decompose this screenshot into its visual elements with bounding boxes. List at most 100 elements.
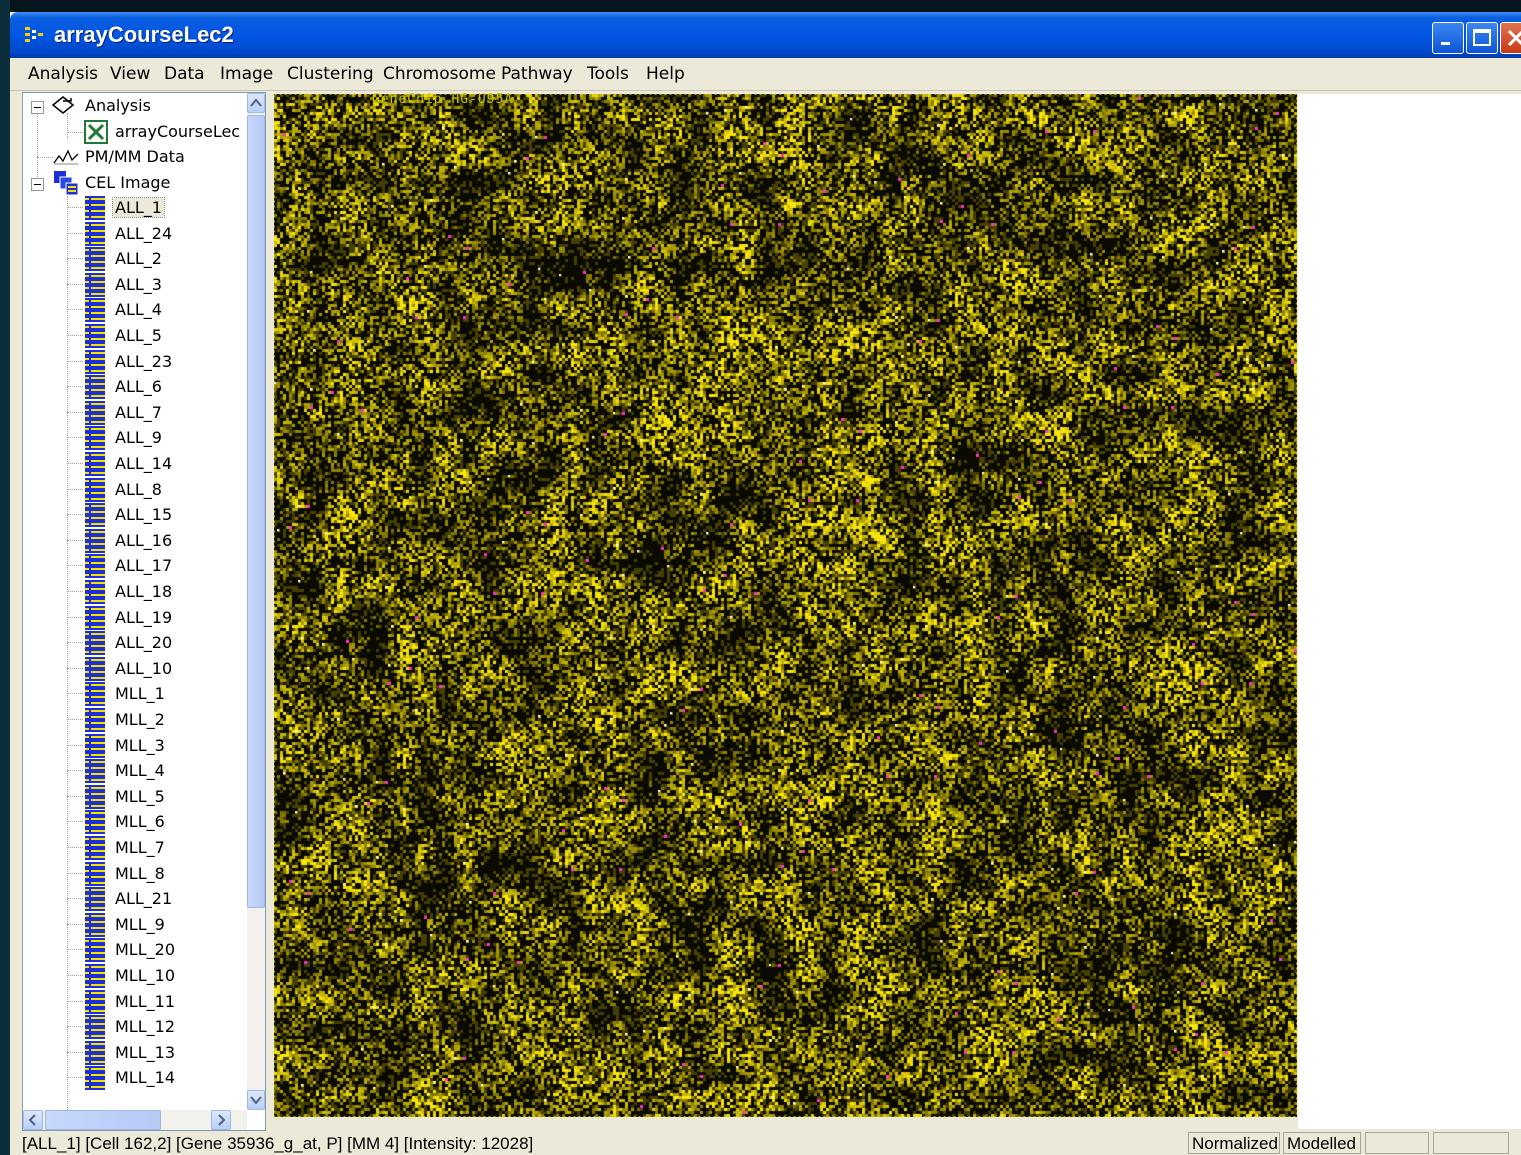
menu-analysis[interactable]: Analysis — [28, 64, 99, 84]
cel-item[interactable]: ALL_19 — [23, 605, 247, 630]
cel-item[interactable]: ALL_14 — [23, 451, 247, 476]
cel-item[interactable]: ALL_4 — [23, 297, 247, 323]
cel-item[interactable]: ALL_10 — [23, 656, 247, 681]
app-window: arrayCourseLec2 Analysis View Data Image… — [10, 12, 1521, 1155]
navigation-tree: Analysis arrayCourseLec PM/MM Data — [22, 92, 266, 1131]
scroll-thumb[interactable] — [45, 1110, 161, 1130]
cel-file-icon — [85, 605, 105, 630]
cel-image-view[interactable]: GeneChip HG-U95A — [274, 92, 1297, 1117]
menu-help[interactable]: Help — [646, 64, 685, 84]
cel-file-icon — [85, 861, 105, 886]
menu-chromosome[interactable]: Chromosome — [383, 64, 496, 84]
cel-file-icon — [85, 964, 105, 988]
cel-file-icon — [85, 912, 105, 937]
cel-item[interactable]: MLL_10 — [23, 963, 247, 988]
cel-item[interactable]: MLL_13 — [23, 1040, 247, 1065]
cel-item[interactable]: MLL_7 — [23, 835, 247, 860]
cel-item[interactable]: ALL_5 — [23, 323, 247, 348]
minimize-button[interactable] — [1432, 22, 1464, 54]
tree-label: ALL_9 — [115, 428, 162, 448]
maximize-button[interactable] — [1466, 22, 1498, 54]
tree-label: ALL_18 — [115, 582, 173, 601]
scroll-thumb[interactable] — [247, 115, 265, 908]
collapse-icon[interactable] — [31, 178, 44, 191]
cel-item[interactable]: ALL_20 — [23, 630, 247, 656]
app-icon — [25, 27, 43, 42]
tree-label: ALL_5 — [115, 326, 162, 345]
cel-file-icon — [85, 477, 105, 502]
cel-file-icon — [85, 554, 105, 579]
tree-horizontal-scrollbar[interactable] — [23, 1110, 247, 1130]
cel-item[interactable]: MLL_20 — [23, 937, 247, 963]
menu-view[interactable]: View — [110, 64, 151, 84]
scroll-left-button[interactable] — [23, 1110, 43, 1130]
cel-item[interactable]: MLL_2 — [23, 707, 247, 732]
cel-file-icon — [85, 375, 105, 400]
cel-item[interactable]: MLL_11 — [23, 989, 247, 1014]
cel-item[interactable]: MLL_12 — [23, 1014, 247, 1040]
minimize-icon — [1441, 42, 1450, 45]
cel-file-icon — [85, 580, 105, 604]
tree-node-pmmm[interactable]: PM/MM Data — [23, 144, 247, 169]
cel-item[interactable]: ALL_2 — [23, 246, 247, 272]
status-text: [ALL_1] [Cell 162,2] [Gene 35936_g_at, P… — [22, 1134, 534, 1153]
cel-item[interactable]: MLL_9 — [23, 912, 247, 937]
tree-label: ALL_7 — [115, 402, 162, 422]
scroll-right-button[interactable] — [211, 1110, 231, 1130]
cel-item[interactable]: MLL_5 — [23, 784, 247, 809]
menu-data[interactable]: Data — [164, 64, 205, 84]
menu-image[interactable]: Image — [220, 64, 274, 84]
status-modelled: Modelled — [1283, 1132, 1361, 1154]
cel-item[interactable]: ALL_23 — [23, 349, 247, 374]
cel-file-icon — [85, 1040, 105, 1065]
tree-node-analysis-file[interactable]: arrayCourseLec — [23, 119, 247, 144]
cel-item[interactable]: MLL_3 — [23, 733, 247, 758]
status-panel-empty — [1365, 1132, 1429, 1154]
cel-item[interactable]: ALL_3 — [23, 272, 247, 297]
title-bar[interactable]: arrayCourseLec2 — [10, 12, 1521, 58]
microarray-image[interactable] — [274, 94, 1297, 1117]
menu-tools[interactable]: Tools — [587, 64, 629, 84]
menu-clustering[interactable]: Clustering — [287, 64, 374, 84]
tree-vertical-scrollbar[interactable] — [247, 93, 265, 1110]
cel-file-icon — [85, 682, 105, 707]
tree-label: ALL_23 — [115, 351, 173, 371]
cel-item[interactable]: MLL_1 — [23, 681, 247, 707]
cel-item[interactable]: ALL_24 — [23, 221, 247, 246]
cel-item[interactable]: ALL_17 — [23, 553, 247, 579]
analysis-icon — [51, 96, 75, 114]
chevron-up-icon — [250, 98, 262, 107]
cel-file-icon — [85, 503, 105, 528]
cel-item[interactable]: ALL_7 — [23, 400, 247, 425]
cel-item[interactable]: ALL_6 — [23, 374, 247, 400]
tree-label: ALL_15 — [115, 505, 173, 525]
tree-node-cel-image[interactable]: CEL Image — [23, 170, 247, 196]
cel-item[interactable]: ALL_8 — [23, 477, 247, 502]
spreadsheet-icon — [84, 120, 108, 144]
cel-item[interactable]: ALL_21 — [23, 886, 247, 912]
scroll-up-button[interactable] — [247, 93, 265, 113]
tree-label: ALL_21 — [115, 889, 173, 909]
cel-file-icon — [85, 708, 105, 732]
cel-item[interactable]: ALL_15 — [23, 502, 247, 528]
tree-node-analysis[interactable]: Analysis — [23, 93, 247, 118]
cel-item[interactable]: MLL_4 — [23, 758, 247, 784]
cel-item[interactable]: MLL_14 — [23, 1065, 247, 1091]
scroll-down-button[interactable] — [247, 1090, 265, 1110]
cel-item[interactable]: ALL_18 — [23, 579, 247, 604]
close-button[interactable] — [1500, 22, 1521, 54]
cel-item[interactable]: ALL_1 — [23, 195, 247, 220]
cel-item[interactable]: MLL_8 — [23, 861, 247, 886]
cel-item[interactable]: MLL_6 — [23, 809, 247, 835]
collapse-icon[interactable] — [31, 101, 44, 114]
menu-pathway[interactable]: Pathway — [501, 64, 573, 84]
tree-label: arrayCourseLec — [115, 122, 241, 141]
tree-label: ALL_16 — [115, 530, 173, 550]
tree-label: MLL_14 — [115, 1068, 175, 1088]
cel-file-icon — [85, 349, 105, 374]
cel-file-icon — [85, 836, 105, 860]
desktop-top — [0, 0, 1521, 12]
tree-label: ALL_2 — [115, 249, 162, 269]
cel-item[interactable]: ALL_9 — [23, 425, 247, 451]
cel-item[interactable]: ALL_16 — [23, 528, 247, 553]
